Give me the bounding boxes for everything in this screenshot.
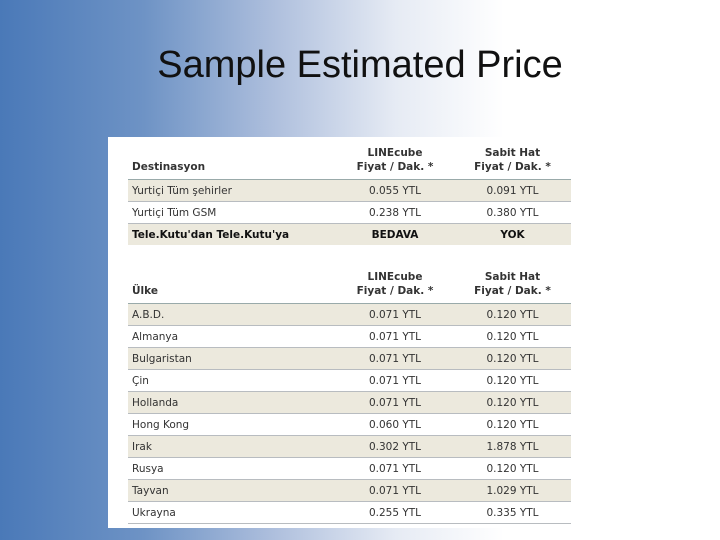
row-sabit-price: 0.091 YTL [486,184,539,197]
header-linecube-unit: Fiyat / Dak. * [356,161,434,173]
row-country: Çin [132,374,149,387]
row-country: Rusya [132,462,164,475]
row-country: Tayvan [132,484,169,497]
destination-table: Destinasyon LINEcube Fiyat / Dak. * Sabi… [128,141,571,245]
table-header: Ülke LINEcube Fiyat / Dak. * Sabit Hat F… [128,265,571,304]
row-linecube-price: 0.055 YTL [368,184,422,197]
table-row: Hollanda 0.071 YTL 0.120 YTL [128,392,571,414]
header-linecube: LINEcube Fiyat / Dak. * [336,146,454,174]
row-linecube-price: 0.302 YTL [368,440,422,453]
row-sabit-price: 0.120 YTL [486,330,539,343]
slide-title: Sample Estimated Price [157,44,563,86]
table-row: Ukrayna 0.255 YTL 0.335 YTL [128,502,571,524]
header-linecube-unit: Fiyat / Dak. * [356,285,434,297]
row-linecube-price: 0.071 YTL [368,352,422,365]
row-sabit-price: 0.120 YTL [486,308,539,321]
header-linecube: LINEcube Fiyat / Dak. * [336,270,454,298]
row-linecube-price: BEDAVA [371,228,419,241]
country-table: Ülke LINEcube Fiyat / Dak. * Sabit Hat F… [128,265,571,524]
table-row: Hong Kong 0.060 YTL 0.120 YTL [128,414,571,436]
row-sabit-price: 0.120 YTL [486,396,539,409]
row-destination: Tele.Kutu'dan Tele.Kutu'ya [132,228,290,241]
row-sabit-price: 0.335 YTL [486,506,539,519]
table-row: Tayvan 0.071 YTL 1.029 YTL [128,480,571,502]
row-linecube-price: 0.071 YTL [368,484,422,497]
header-sabit-unit: Fiyat / Dak. * [474,161,551,173]
table-row: Rusya 0.071 YTL 0.120 YTL [128,458,571,480]
row-country: Irak [132,440,152,453]
row-linecube-price: 0.255 YTL [368,506,422,519]
row-linecube-price: 0.071 YTL [368,462,422,475]
table-row: A.B.D. 0.071 YTL 0.120 YTL [128,304,571,326]
row-destination: Yurtiçi Tüm GSM [132,206,217,219]
row-linecube-price: 0.060 YTL [368,418,422,431]
row-linecube-price: 0.071 YTL [368,308,422,321]
row-destination: Yurtiçi Tüm şehirler [132,184,232,197]
row-linecube-price: 0.071 YTL [368,374,422,387]
header-destination: Destinasyon [132,161,206,173]
row-country: A.B.D. [132,308,165,321]
table-row: Bulgaristan 0.071 YTL 0.120 YTL [128,348,571,370]
header-sabit-hat: Sabit Hat Fiyat / Dak. * [454,146,571,174]
row-sabit-price: 0.120 YTL [486,462,539,475]
row-country: Almanya [132,330,179,343]
table-row: Yurtiçi Tüm GSM 0.238 YTL 0.380 YTL [128,202,571,224]
table-row: Çin 0.071 YTL 0.120 YTL [128,370,571,392]
table-row: Irak 0.302 YTL 1.878 YTL [128,436,571,458]
row-country: Ukrayna [132,506,176,519]
row-linecube-price: 0.238 YTL [368,206,422,219]
table-row: Yurtiçi Tüm şehirler 0.055 YTL 0.091 YTL [128,180,571,202]
header-sabit-unit: Fiyat / Dak. * [474,285,551,297]
row-linecube-price: 0.071 YTL [368,396,422,409]
table-row: Almanya 0.071 YTL 0.120 YTL [128,326,571,348]
row-sabit-price: 0.120 YTL [486,352,539,365]
row-sabit-price: YOK [500,228,525,241]
row-country: Hong Kong [132,418,190,431]
row-country: Hollanda [132,396,179,409]
price-table-image: Destinasyon LINEcube Fiyat / Dak. * Sabi… [108,137,591,528]
header-sabit-hat: Sabit Hat Fiyat / Dak. * [454,270,571,298]
header-linecube-title: LINEcube [367,147,423,159]
row-sabit-price: 0.120 YTL [486,418,539,431]
header-sabit-title: Sabit Hat [484,271,541,283]
row-sabit-price: 1.029 YTL [486,484,539,497]
row-sabit-price: 0.120 YTL [486,374,539,387]
table-header: Destinasyon LINEcube Fiyat / Dak. * Sabi… [128,141,571,180]
row-sabit-price: 0.380 YTL [486,206,539,219]
row-sabit-price: 1.878 YTL [486,440,539,453]
header-linecube-title: LINEcube [367,271,423,283]
row-linecube-price: 0.071 YTL [368,330,422,343]
header-sabit-title: Sabit Hat [484,147,541,159]
table-row: Tele.Kutu'dan Tele.Kutu'ya BEDAVA YOK [128,224,571,245]
row-country: Bulgaristan [132,352,192,365]
header-country: Ülke [132,285,158,297]
